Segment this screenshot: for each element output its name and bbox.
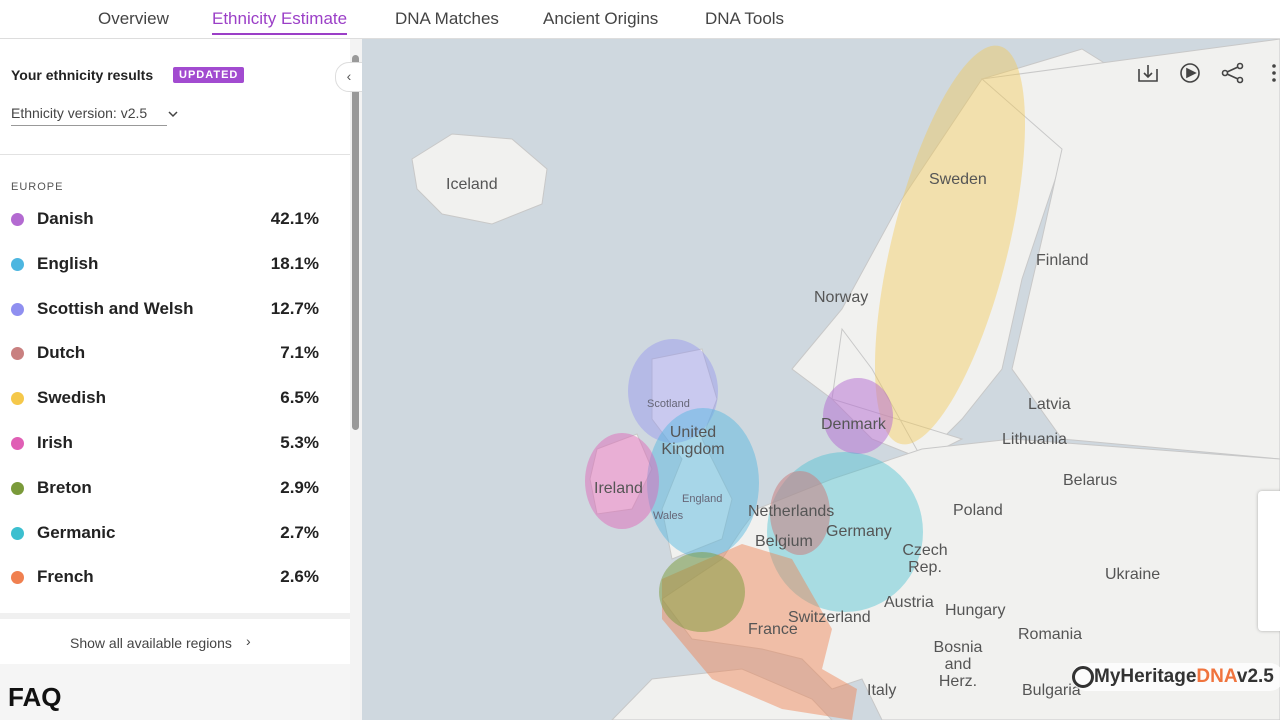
- faq-box: [0, 664, 350, 720]
- region-dot: [11, 526, 24, 540]
- logo-text: MyHeritage: [1094, 666, 1197, 687]
- logo-dna: DNA: [1196, 666, 1237, 687]
- divider: [0, 154, 350, 155]
- region-dot: [11, 437, 24, 450]
- results-title: Your ethnicity results: [11, 67, 154, 83]
- top-nav: Overview Ethnicity Estimate DNA Matches …: [0, 0, 1280, 39]
- map-label: Poland: [953, 502, 1003, 519]
- region-name: Breton: [37, 477, 92, 497]
- chevron: [168, 111, 178, 118]
- faq-heading: FAQ: [8, 682, 62, 712]
- zoom-controls[interactable]: [1258, 491, 1280, 631]
- map-label: Finland: [1036, 252, 1089, 269]
- tab[interactable]: Ancient Origins: [543, 9, 659, 28]
- region-dot: [11, 213, 24, 226]
- region-name: Dutch: [37, 343, 86, 363]
- map-label: Italy: [867, 682, 897, 699]
- region-dot: [11, 481, 24, 495]
- map-label: Bosnia and Herz.: [933, 639, 983, 690]
- tab[interactable]: Overview: [98, 9, 169, 28]
- map-label: United Kingdom: [661, 424, 725, 458]
- map-label: Iceland: [446, 176, 498, 193]
- map-label: Belgium: [755, 533, 813, 550]
- region-blobs: [585, 45, 1026, 720]
- collapse-button[interactable]: ‹: [335, 62, 363, 92]
- map-label: Wales: [653, 510, 684, 522]
- region-percent: 18.1%: [270, 253, 319, 273]
- chevron: ›: [246, 633, 251, 649]
- tab[interactable]: Ethnicity Estimate: [212, 9, 348, 35]
- region-dot: [11, 257, 24, 271]
- show-all-link[interactable]: Show all available regions: [70, 635, 232, 651]
- map-label: Lithuania: [1002, 431, 1067, 448]
- scrollbar[interactable]: [350, 39, 362, 720]
- map-label: Bulgaria: [1022, 682, 1081, 699]
- region-name: Germanic: [37, 522, 116, 542]
- region-percent: 2.7%: [280, 522, 319, 542]
- map-label: France: [748, 621, 798, 638]
- region-percent: 2.9%: [280, 477, 319, 497]
- map-label: Germany: [826, 523, 892, 540]
- region-name: English: [37, 253, 99, 273]
- logo: MyHeritageDNAv2.5: [1072, 663, 1280, 691]
- download-icon[interactable]: [1138, 65, 1158, 82]
- region-name: Danish: [37, 209, 94, 228]
- map-label: Netherlands: [748, 503, 835, 520]
- region-name: Scottish and Welsh: [37, 298, 194, 318]
- map-label: Hungary: [945, 602, 1006, 619]
- region-percent: 7.1%: [280, 343, 319, 363]
- scroll-thumb[interactable]: [352, 55, 359, 430]
- region-name: Swedish: [37, 388, 106, 408]
- map-label: England: [682, 493, 723, 505]
- map-label: Sweden: [929, 171, 987, 188]
- map-label: Austria: [884, 594, 934, 611]
- region-percent: 5.3%: [280, 433, 319, 452]
- region-percent: 12.7%: [270, 298, 319, 318]
- map: Iceland Sweden Finland Norway Latvia Lit…: [362, 39, 1280, 720]
- sidebar: Your ethnicity results UPDATED Ethnicity…: [0, 39, 350, 720]
- map-label: Ukraine: [1105, 566, 1161, 583]
- map-toolbar: [1138, 62, 1276, 84]
- map-label: Switzerland: [788, 609, 871, 626]
- region-percent: 6.5%: [280, 388, 319, 408]
- map-label: Romania: [1018, 626, 1083, 643]
- region-dot: [11, 571, 24, 585]
- badge: UPDATED: [173, 67, 245, 83]
- region-percent: 42.1%: [270, 209, 319, 228]
- region-name: Irish: [37, 433, 73, 452]
- region-name: French: [37, 567, 94, 587]
- map-label: Ireland: [594, 480, 643, 497]
- map-canvas: [411, 39, 1280, 720]
- version-select[interactable]: Ethnicity version: v2.5: [11, 105, 168, 126]
- map-label: Latvia: [1028, 396, 1071, 413]
- region-dot: [11, 347, 24, 361]
- region-dot: [11, 392, 24, 406]
- map-label: Norway: [814, 289, 869, 306]
- map-label: Denmark: [821, 416, 886, 433]
- play-icon[interactable]: [1180, 63, 1200, 83]
- region-dot: [11, 302, 24, 316]
- map-label: Scotland: [647, 398, 690, 410]
- region-percent: 2.6%: [280, 567, 319, 587]
- logo-version: v2.5: [1236, 666, 1274, 687]
- tab[interactable]: DNA Matches: [395, 9, 499, 28]
- map-label: Czech Rep.: [902, 542, 948, 576]
- section-label: EUROPE: [11, 181, 64, 193]
- map-label: Belarus: [1063, 472, 1118, 489]
- tab[interactable]: DNA Tools: [705, 9, 785, 28]
- show-all-box: [0, 613, 350, 669]
